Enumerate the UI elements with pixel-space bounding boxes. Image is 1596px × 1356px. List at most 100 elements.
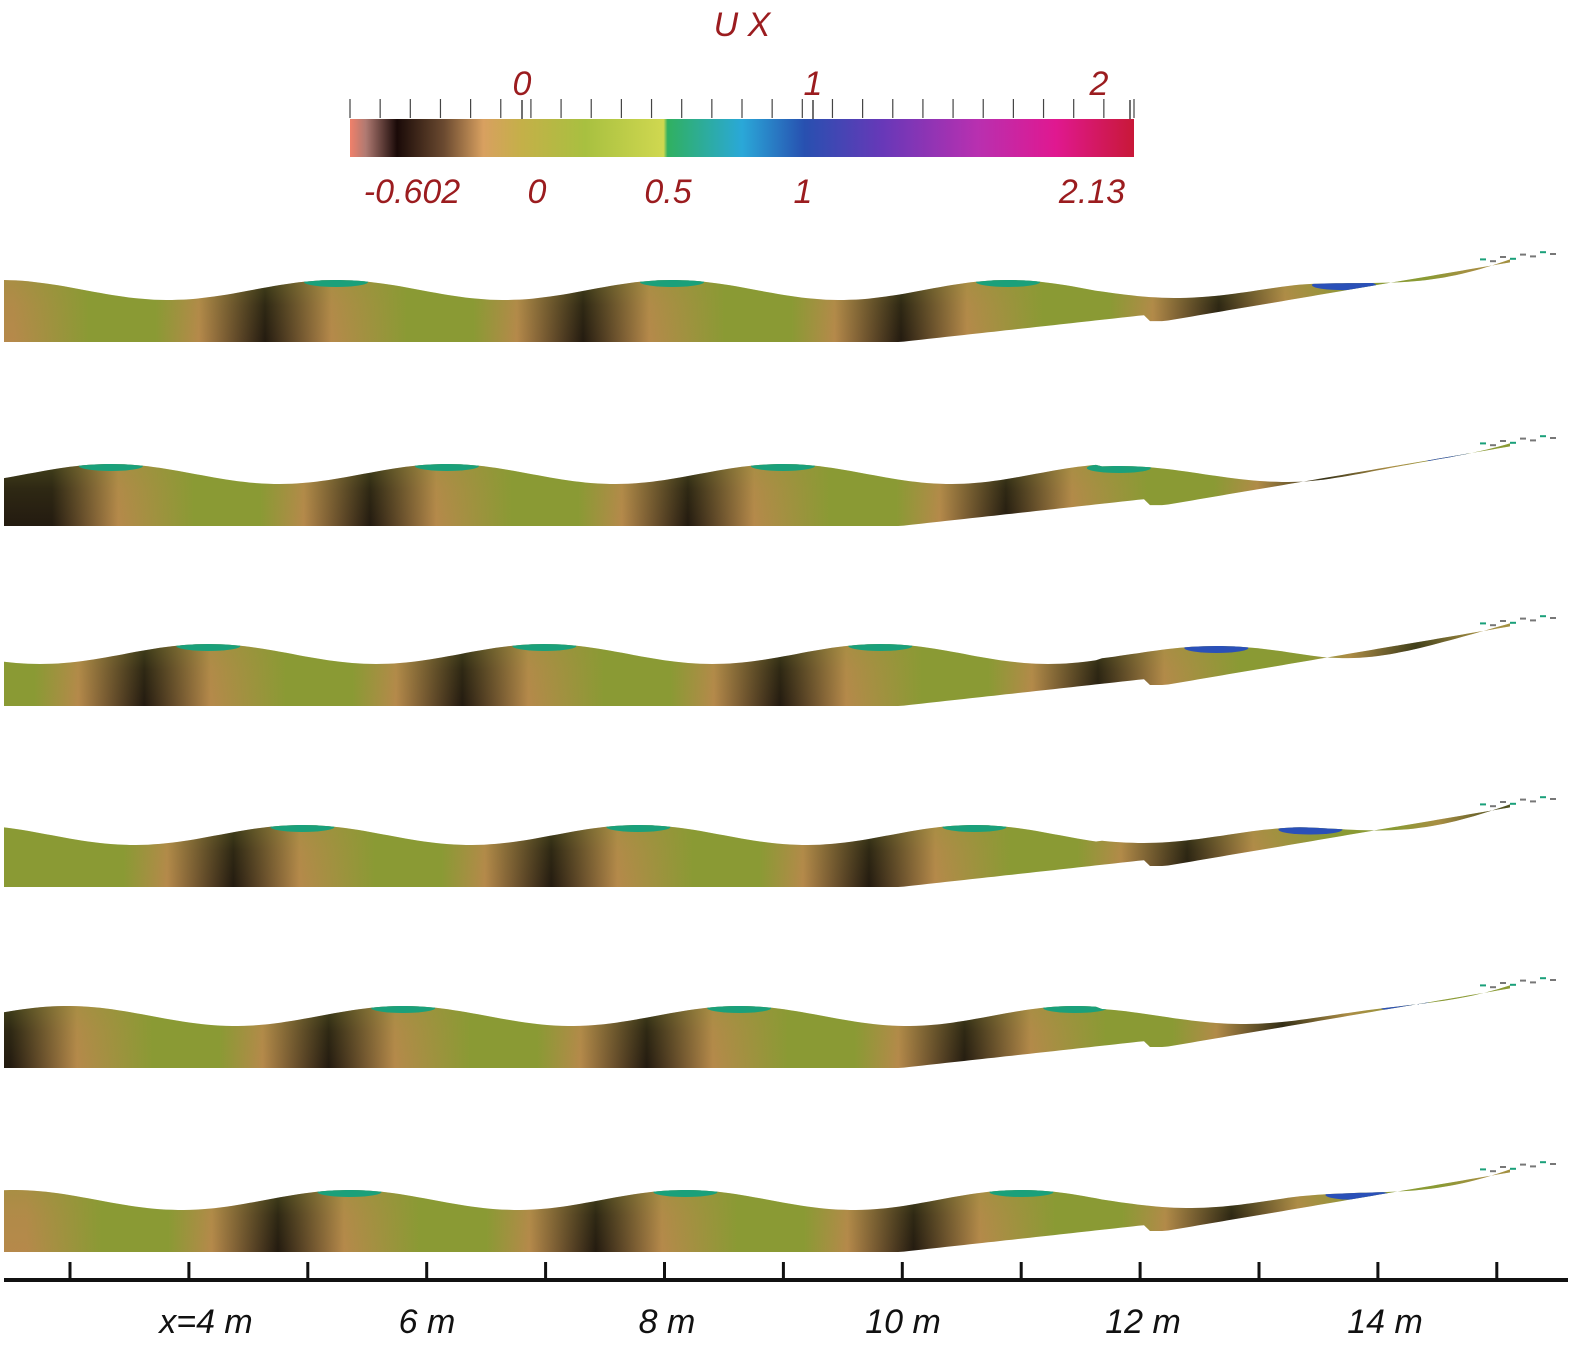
- spray: [1520, 253, 1526, 256]
- spray: [1490, 260, 1496, 263]
- wave-crest: [989, 1187, 1054, 1197]
- spray: [1510, 257, 1516, 260]
- wave-crest: [270, 822, 335, 832]
- spray: [1490, 624, 1496, 627]
- spray: [1530, 981, 1536, 984]
- spray: [1550, 617, 1556, 619]
- colorbar-bottom-labels: -0.602 0 0.5 1 2.13: [364, 173, 1125, 211]
- wave-field: [4, 443, 1510, 526]
- wave-snapshot: [4, 1161, 1556, 1252]
- wave-crest: [1325, 1189, 1390, 1200]
- x-axis-label: x=4 m: [157, 1303, 253, 1341]
- wave-crest: [640, 277, 704, 287]
- spray: [1550, 798, 1556, 800]
- spray: [1510, 983, 1516, 986]
- x-axis-label: 12 m: [1105, 1303, 1181, 1341]
- x-axis-label: 10 m: [865, 1303, 941, 1341]
- wave-crest: [1278, 824, 1343, 835]
- spray: [1480, 442, 1486, 445]
- colorbar-top-label: 1: [804, 65, 823, 103]
- colorbar-top-label: 2: [1089, 65, 1109, 103]
- colorbar-bar: [350, 119, 1134, 157]
- spray: [1480, 803, 1486, 806]
- spray: [1540, 251, 1546, 254]
- wave-snapshot: [4, 796, 1556, 887]
- x-axis-label: 8 m: [639, 1303, 696, 1341]
- colorbar-bottom-label: 0.5: [644, 173, 691, 211]
- wave-field: [4, 623, 1510, 706]
- colorbar-bottom-label: 0: [528, 173, 547, 211]
- wave-crest: [942, 822, 1007, 832]
- x-axis-label: 6 m: [399, 1303, 456, 1341]
- wave-crest: [317, 1187, 382, 1197]
- wave-snapshots: [4, 251, 1556, 1252]
- spray: [1480, 984, 1486, 987]
- colorbar-bottom-label: 1: [794, 173, 813, 211]
- spray: [1550, 979, 1556, 981]
- wave-crest: [707, 1003, 772, 1013]
- x-axis-ticks: [68, 1262, 1499, 1280]
- spray: [1510, 1167, 1516, 1170]
- wave-crest: [1184, 643, 1249, 653]
- spray: [1540, 977, 1546, 980]
- spray: [1480, 1168, 1486, 1171]
- spray: [1530, 800, 1536, 803]
- wave-crest: [176, 641, 241, 651]
- colorbar-title: U X: [714, 6, 772, 44]
- spray: [1480, 622, 1486, 625]
- wave-crest: [371, 1003, 436, 1013]
- wave-snapshot: [4, 435, 1556, 526]
- wave-crest: [1086, 463, 1151, 473]
- spray: [1490, 1170, 1496, 1173]
- wave-crest: [414, 461, 479, 471]
- spray: [1510, 621, 1516, 624]
- x-axis-labels: x=4 m 6 m 8 m 10 m 12 m 14 m: [157, 1303, 1423, 1341]
- spray: [1530, 439, 1536, 442]
- x-axis-label: 14 m: [1347, 1303, 1423, 1341]
- colorbar-bottom-label: 2.13: [1058, 173, 1125, 211]
- spray: [1520, 1163, 1526, 1166]
- spray: [1550, 1163, 1556, 1165]
- wave-snapshot: [4, 615, 1556, 706]
- x-axis: x=4 m 6 m 8 m 10 m 12 m 14 m: [4, 1262, 1568, 1341]
- wave-crest: [1422, 453, 1487, 464]
- spray: [1500, 620, 1506, 622]
- colorbar-top-label: 0: [513, 65, 532, 103]
- spray: [1530, 619, 1536, 622]
- wave-crest: [848, 641, 913, 651]
- colorbar-top-labels: 0 1 2: [513, 65, 1109, 103]
- spray: [1510, 441, 1516, 444]
- spray: [1510, 802, 1516, 805]
- wave-snapshot: [4, 251, 1556, 342]
- spray: [1520, 437, 1526, 440]
- wave-crest: [1379, 1001, 1444, 1012]
- spray: [1500, 256, 1506, 258]
- wave-crest: [1043, 1003, 1108, 1013]
- spray: [1490, 805, 1496, 808]
- spray: [1540, 1161, 1546, 1164]
- spray: [1550, 253, 1556, 255]
- wave-crest: [976, 277, 1040, 287]
- spray: [1540, 435, 1546, 438]
- colorbar-bottom-label: -0.602: [364, 173, 460, 211]
- spray: [1540, 615, 1546, 618]
- spray: [1530, 255, 1536, 258]
- spray: [1550, 437, 1556, 439]
- wave-crest: [512, 641, 577, 651]
- wave-snapshot: [4, 977, 1556, 1068]
- colorbar: U X 0 1 2 -0.602 0 0.5 1 2.13: [349, 6, 1135, 211]
- wave-crest: [653, 1187, 718, 1197]
- spray: [1490, 444, 1496, 447]
- spray: [1530, 1165, 1536, 1168]
- wave-crest: [304, 277, 368, 287]
- spray: [1480, 258, 1486, 261]
- wave-crest: [1312, 280, 1376, 291]
- spray: [1540, 796, 1546, 799]
- wave-field: [4, 1169, 1510, 1252]
- wave-crest: [78, 461, 143, 471]
- spray: [1490, 986, 1496, 989]
- spray: [1520, 617, 1526, 620]
- wave-field: [4, 259, 1510, 342]
- spray: [1500, 1166, 1506, 1168]
